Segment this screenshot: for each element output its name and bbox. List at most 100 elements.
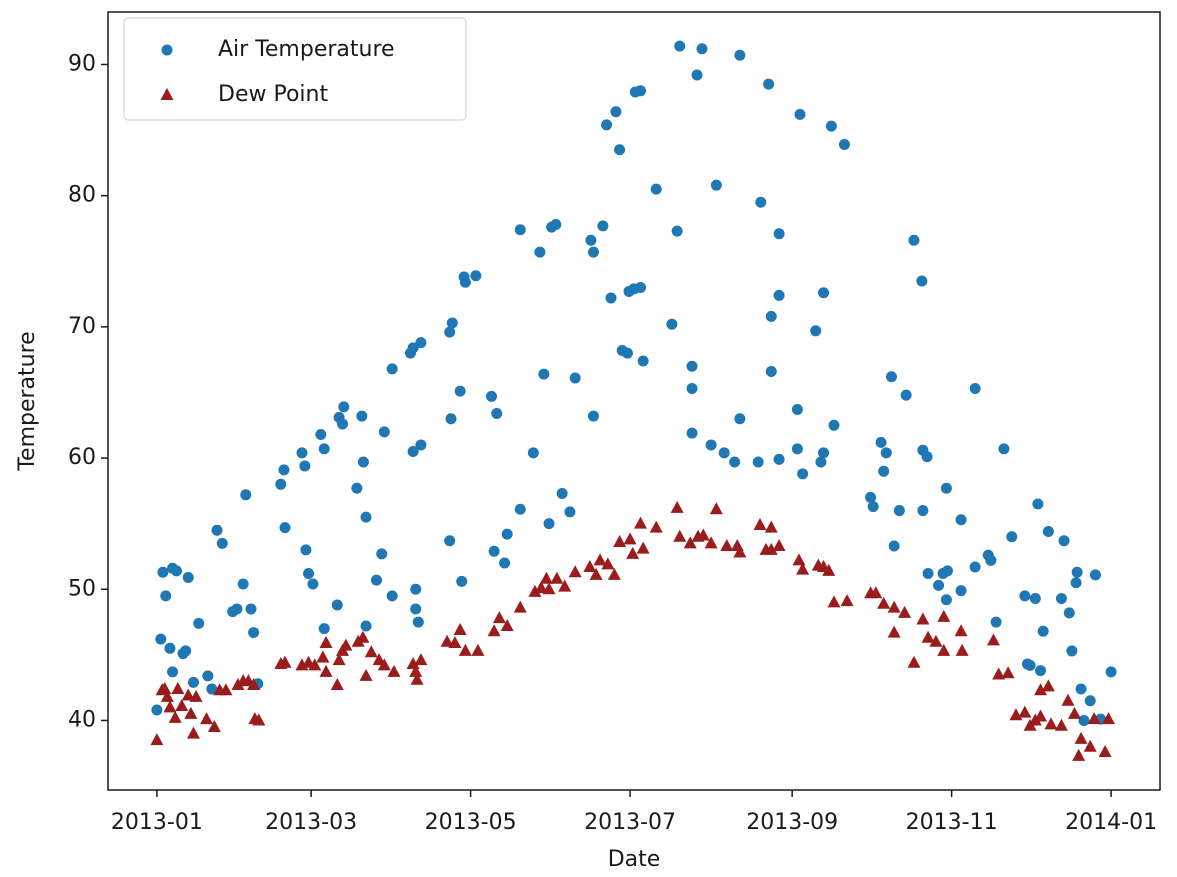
point (528, 584, 542, 597)
point (587, 410, 599, 422)
point (825, 120, 837, 132)
point (356, 630, 370, 643)
point (878, 465, 890, 477)
point (556, 487, 568, 499)
point (414, 653, 428, 666)
point (709, 502, 723, 515)
point (410, 603, 422, 615)
point (360, 511, 372, 523)
point (827, 595, 841, 608)
point (453, 622, 467, 635)
point (470, 270, 482, 282)
point (550, 571, 564, 584)
point (1061, 693, 1075, 706)
point (1063, 607, 1075, 619)
point (319, 636, 333, 649)
point (650, 183, 662, 195)
x-tick-label: 2014-01 (1065, 810, 1157, 835)
point (764, 542, 778, 555)
point (898, 605, 912, 618)
point (649, 520, 663, 533)
point (514, 224, 526, 236)
point (720, 538, 734, 551)
point (666, 318, 678, 330)
point (332, 653, 346, 666)
point (670, 500, 684, 513)
point (550, 219, 562, 231)
point (810, 325, 822, 337)
point (838, 139, 850, 151)
point (916, 612, 930, 625)
point (867, 501, 879, 513)
point (182, 571, 194, 583)
point (921, 630, 935, 643)
point (360, 620, 372, 632)
point (613, 535, 627, 548)
point (992, 667, 1006, 680)
point (357, 456, 369, 468)
point (985, 554, 997, 566)
point (409, 664, 423, 677)
point (1001, 666, 1015, 679)
point (245, 603, 257, 615)
point (500, 619, 514, 632)
point (877, 596, 891, 609)
point (278, 655, 292, 668)
point (534, 580, 548, 593)
y-axis-label: Temperature (15, 331, 40, 471)
point (674, 40, 686, 52)
point (969, 383, 981, 395)
x-tick-label: 2013-07 (584, 810, 676, 835)
point (200, 712, 214, 725)
legend-marker (160, 88, 174, 100)
point (338, 401, 350, 413)
point (875, 436, 887, 448)
point (386, 363, 398, 375)
point (686, 360, 698, 372)
point (193, 617, 205, 629)
point (1105, 666, 1117, 678)
point (635, 85, 647, 97)
point (1018, 705, 1032, 718)
point (792, 553, 806, 566)
point (406, 657, 420, 670)
point (240, 489, 252, 501)
point (907, 655, 921, 668)
point (370, 574, 382, 586)
point (691, 69, 703, 81)
point (1072, 748, 1086, 761)
point (444, 535, 456, 547)
point (955, 643, 969, 656)
x-axis-label: Date (608, 847, 661, 872)
point (186, 726, 200, 739)
x-tick-label: 2013-05 (425, 810, 517, 835)
point (734, 413, 746, 425)
point (237, 578, 249, 590)
point (514, 503, 526, 515)
point (351, 482, 363, 494)
point (1006, 531, 1018, 543)
point (180, 645, 192, 657)
point (171, 681, 185, 694)
point (1098, 744, 1112, 757)
point (583, 559, 597, 572)
point (887, 625, 901, 638)
point (534, 246, 546, 258)
point (542, 582, 556, 595)
point (491, 407, 503, 419)
point (1037, 625, 1049, 637)
point (337, 418, 349, 430)
point (916, 275, 928, 287)
point (773, 289, 785, 301)
point (753, 517, 767, 530)
point (794, 108, 806, 120)
point (818, 447, 830, 459)
point (454, 385, 466, 397)
point (275, 478, 287, 490)
point (279, 522, 291, 534)
point (1075, 683, 1087, 695)
point (607, 567, 621, 580)
point (569, 372, 581, 384)
point (621, 347, 633, 359)
